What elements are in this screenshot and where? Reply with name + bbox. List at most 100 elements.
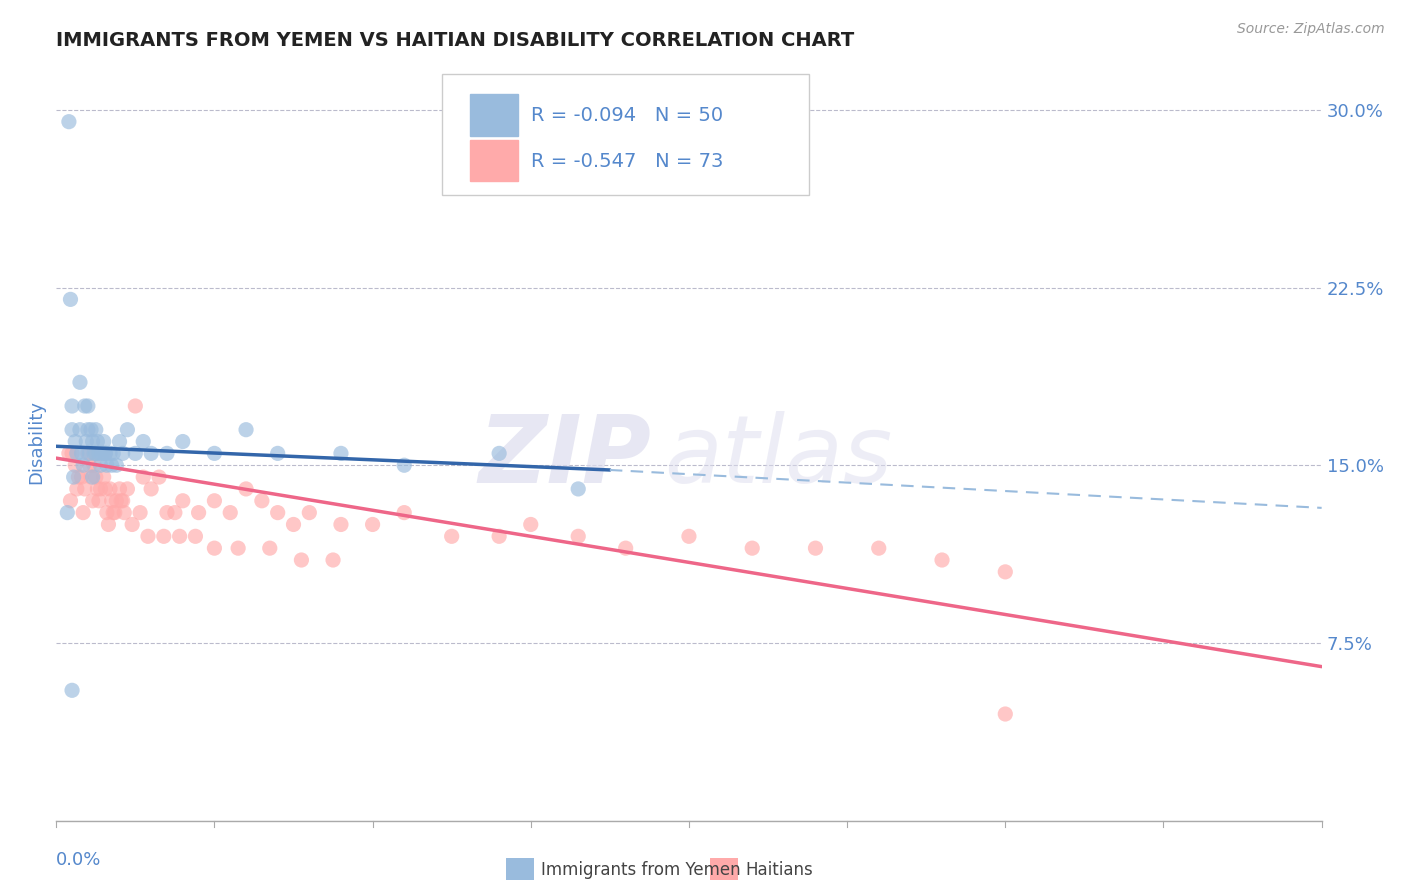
Point [73, 399, 96, 413]
Point [994, 706, 1017, 721]
Point [94, 482, 117, 496]
Point [69, 376, 91, 390]
Point [56, 506, 79, 520]
Point [98, 482, 121, 496]
Point [298, 506, 321, 520]
Point [250, 493, 273, 508]
Point [361, 517, 384, 532]
Point [87, 493, 110, 508]
Y-axis label: Disability: Disability [27, 400, 45, 483]
Point [111, 446, 134, 460]
Point [65, 458, 87, 473]
Point [80, 470, 103, 484]
Point [202, 541, 225, 556]
FancyBboxPatch shape [441, 74, 810, 195]
Point [141, 446, 162, 460]
Point [994, 565, 1017, 579]
Point [65, 434, 87, 449]
Point [129, 506, 152, 520]
Point [60, 399, 83, 413]
Point [76, 399, 98, 413]
Point [117, 423, 139, 437]
Point [153, 529, 174, 543]
Point [329, 446, 352, 460]
Point [79, 446, 101, 460]
Point [59, 493, 82, 508]
Point [58, 114, 80, 128]
Point [117, 482, 139, 496]
Point [98, 446, 121, 460]
Point [519, 517, 541, 532]
Point [59, 293, 82, 307]
Point [62, 470, 84, 484]
Point [741, 541, 763, 556]
Text: Haitians: Haitians [745, 861, 813, 879]
Point [108, 482, 131, 496]
Point [103, 506, 124, 520]
Text: 0.0%: 0.0% [56, 851, 101, 869]
Point [804, 541, 827, 556]
Point [329, 517, 352, 532]
Point [132, 434, 155, 449]
Point [488, 529, 510, 543]
Point [70, 470, 93, 484]
Point [124, 399, 146, 413]
Point [103, 446, 124, 460]
Point [322, 553, 344, 567]
Point [93, 434, 115, 449]
Point [105, 493, 128, 508]
Point [86, 482, 108, 496]
Point [66, 446, 89, 460]
Point [69, 423, 91, 437]
Point [163, 506, 186, 520]
Point [100, 458, 122, 473]
Point [184, 529, 207, 543]
Text: IMMIGRANTS FROM YEMEN VS HAITIAN DISABILITY CORRELATION CHART: IMMIGRANTS FROM YEMEN VS HAITIAN DISABIL… [56, 30, 855, 50]
Point [60, 446, 83, 460]
Point [70, 446, 93, 460]
Bar [470, 95, 517, 136]
Point [132, 470, 155, 484]
Point [90, 482, 111, 496]
Point [488, 446, 510, 460]
Point [614, 541, 637, 556]
Point [91, 446, 114, 460]
Point [105, 458, 128, 473]
Text: Immigrants from Yemen: Immigrants from Yemen [541, 861, 741, 879]
Point [79, 458, 101, 473]
Text: atlas: atlas [664, 411, 891, 502]
Point [172, 493, 194, 508]
Point [84, 423, 107, 437]
Point [84, 470, 107, 484]
Point [72, 506, 94, 520]
Point [440, 529, 463, 543]
Point [283, 517, 305, 532]
Point [100, 493, 122, 508]
Point [567, 482, 589, 496]
Text: Source: ZipAtlas.com: Source: ZipAtlas.com [1237, 22, 1385, 37]
Point [219, 506, 242, 520]
Point [567, 529, 589, 543]
Point [124, 446, 146, 460]
Point [156, 506, 179, 520]
Point [202, 446, 225, 460]
Point [868, 541, 890, 556]
Point [96, 506, 118, 520]
Point [392, 506, 416, 520]
Point [67, 470, 90, 484]
Point [82, 434, 104, 449]
Point [226, 541, 249, 556]
Point [58, 446, 80, 460]
Point [259, 541, 281, 556]
Point [93, 470, 115, 484]
Point [72, 458, 94, 473]
Bar [470, 140, 517, 181]
Point [392, 458, 416, 473]
Point [60, 423, 83, 437]
Point [235, 482, 257, 496]
Text: R = -0.094   N = 50: R = -0.094 N = 50 [531, 106, 723, 125]
Point [267, 506, 290, 520]
Point [136, 529, 159, 543]
Point [112, 506, 135, 520]
Text: R = -0.547   N = 73: R = -0.547 N = 73 [531, 152, 723, 170]
